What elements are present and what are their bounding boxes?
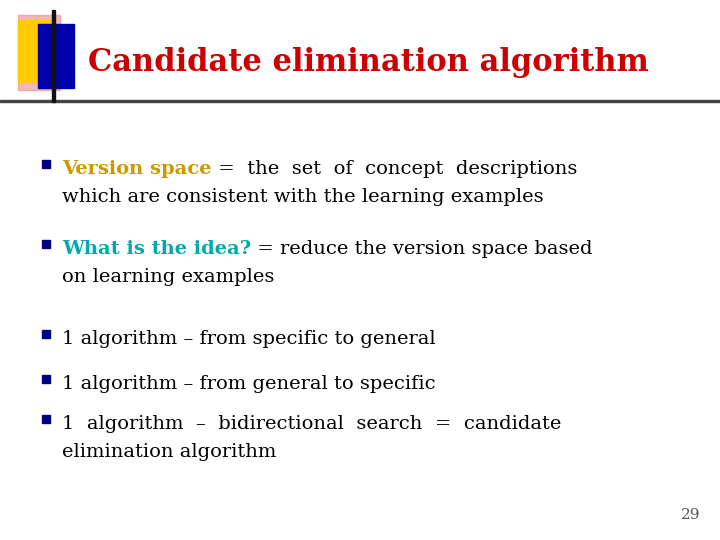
Text: elimination algorithm: elimination algorithm xyxy=(62,443,276,461)
Bar xyxy=(42,240,50,248)
Text: 1 algorithm – from general to specific: 1 algorithm – from general to specific xyxy=(62,375,436,393)
Text: =  the  set  of  concept  descriptions: = the set of concept descriptions xyxy=(212,160,577,178)
Bar xyxy=(42,375,50,383)
Bar xyxy=(38,24,74,88)
Bar xyxy=(52,10,55,102)
Text: which are consistent with the learning examples: which are consistent with the learning e… xyxy=(62,188,544,206)
Bar xyxy=(18,15,60,90)
Text: on learning examples: on learning examples xyxy=(62,268,274,286)
Text: What is the idea?: What is the idea? xyxy=(62,240,251,258)
Bar xyxy=(42,415,50,423)
Bar xyxy=(42,160,50,168)
Bar xyxy=(42,330,50,338)
Text: 29: 29 xyxy=(680,508,700,522)
Text: Version space: Version space xyxy=(62,160,212,178)
Text: = reduce the version space based: = reduce the version space based xyxy=(251,240,593,258)
Text: Candidate elimination algorithm: Candidate elimination algorithm xyxy=(88,46,649,78)
Bar xyxy=(0,100,720,102)
Text: 1  algorithm  –  bidirectional  search  =  candidate: 1 algorithm – bidirectional search = can… xyxy=(62,415,562,433)
Text: 1 algorithm – from specific to general: 1 algorithm – from specific to general xyxy=(62,330,436,348)
Bar xyxy=(18,20,52,82)
